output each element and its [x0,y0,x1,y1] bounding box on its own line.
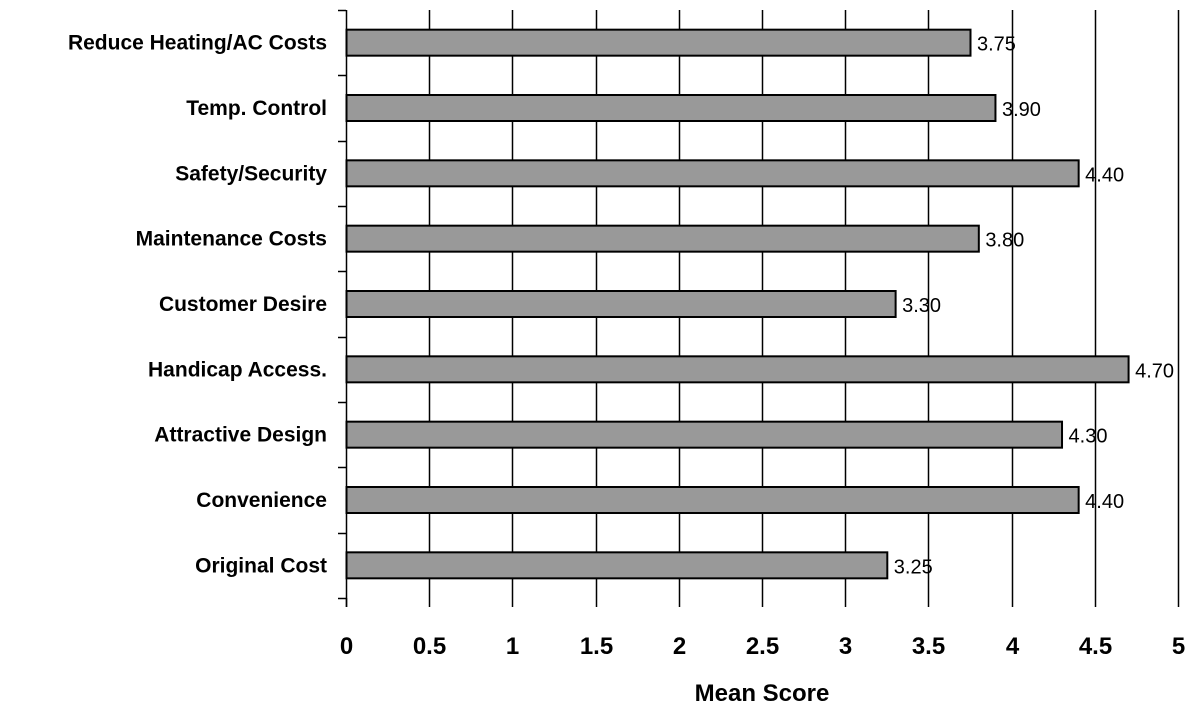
x-tick-label: 0.5 [413,633,446,660]
data-label: 4.30 [1069,426,1108,448]
category-label: Original Cost [195,554,327,577]
data-label: 3.80 [985,230,1024,252]
bar [345,486,1080,514]
bar [345,159,1080,188]
category-label: Maintenance Costs [136,228,327,251]
category-label: Convenience [196,489,327,512]
x-tick-label: 5 [1172,633,1185,660]
x-tick-label: 4.5 [1079,633,1112,660]
axes [338,9,1180,607]
x-tick-label: 0 [340,633,353,660]
data-label: 4.40 [1085,491,1124,513]
bar [345,224,980,253]
category-label: Customer Desire [159,293,327,316]
x-tick-label: 3.5 [912,633,945,660]
category-label: Handicap Access. [148,358,327,381]
data-label: 3.30 [902,295,941,317]
bar [345,290,897,318]
category-label: Safety/Security [175,162,327,185]
x-tick-label: 1.5 [580,633,613,660]
bar [345,551,889,580]
data-label: 4.40 [1085,164,1124,186]
x-tick-label: 2 [673,633,686,660]
x-tick-label: 3 [839,633,852,660]
data-label: 3.90 [1002,99,1041,121]
data-label: 4.70 [1135,360,1174,382]
data-label: 3.25 [894,556,933,578]
x-tick-label: 1 [506,633,519,660]
bar [345,355,1130,384]
labels: 0 0.5 1 1.5 2 2.5 3 3.5 4 4.5 5 Reduce Heating/AC C… [68,32,1185,660]
data-label: 3.75 [977,34,1016,56]
bar [345,94,997,122]
bar [345,28,972,57]
bar [345,420,1064,449]
bars [345,28,1130,580]
x-axis-title: Mean Score [695,680,830,707]
x-tick-label: 4 [1006,633,1020,660]
category-label: Reduce Heating/AC Costs [68,32,327,55]
category-label: Temp. Control [186,97,327,120]
x-tick-label: 2.5 [746,633,779,660]
category-label: Attractive Design [154,424,327,447]
